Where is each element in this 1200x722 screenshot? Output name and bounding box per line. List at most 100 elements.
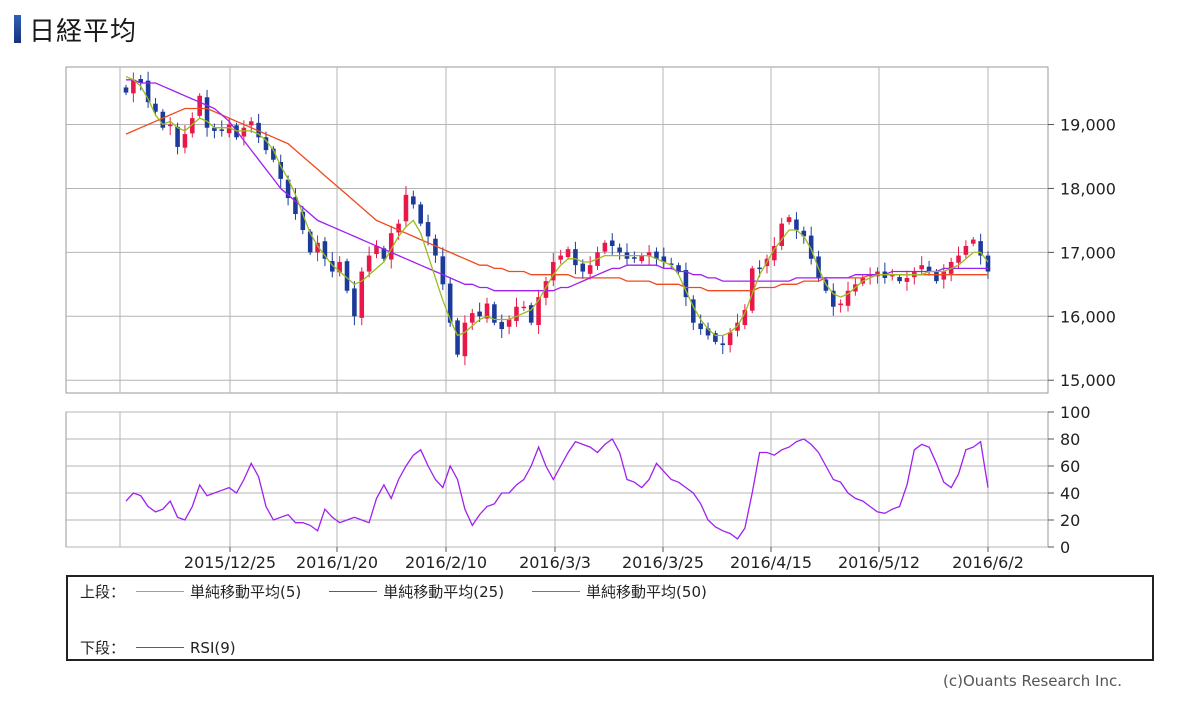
candle-body <box>492 304 497 323</box>
candle-body <box>469 313 475 323</box>
candle-body <box>145 80 151 103</box>
candle-body <box>875 271 880 277</box>
candle-body <box>204 97 210 128</box>
legend-item-ma5: 単純移動平均(5) <box>136 581 301 602</box>
candle-body <box>212 127 217 131</box>
candle-body <box>263 137 269 151</box>
candle-body <box>749 268 755 311</box>
candle-body <box>374 245 379 255</box>
price-tick-label: 18,000 <box>1060 179 1116 198</box>
candle-body <box>617 247 622 253</box>
candle-body <box>388 233 394 260</box>
candle-body <box>934 271 939 282</box>
candle-body <box>956 255 961 263</box>
candle-body <box>344 261 350 291</box>
candle-body <box>794 219 799 230</box>
candle-body <box>300 211 306 230</box>
candle-body <box>779 223 784 246</box>
x-tick-label: 2016/1/20 <box>296 553 378 572</box>
candle-body <box>985 255 991 272</box>
candle-body <box>477 311 482 317</box>
price-tick-label: 16,000 <box>1060 307 1116 326</box>
rsi-line <box>125 438 989 540</box>
candle-body <box>484 303 490 319</box>
candle-body <box>551 261 556 281</box>
candle-body <box>801 230 807 237</box>
candle-body <box>963 245 969 255</box>
candle-body <box>307 231 313 253</box>
candle-body <box>830 290 836 307</box>
candle-body <box>742 309 748 325</box>
x-tick-label: 2016/6/2 <box>952 553 1024 572</box>
ma25-line <box>126 79 988 292</box>
candle-body <box>786 217 792 223</box>
candle-body <box>808 235 814 259</box>
legend-item-rsi: RSI(9) <box>136 639 236 657</box>
candle-body <box>499 321 505 330</box>
rsi-tick-label: 20 <box>1060 511 1080 530</box>
page-title: 日経平均 <box>29 16 138 47</box>
price-tick-label: 15,000 <box>1060 371 1116 390</box>
x-axis: 2015/12/25 2016/1/20 2016/2/10 2016/3/3 2016… <box>184 547 1024 572</box>
rsi-panel-frame <box>65 411 1049 548</box>
candle-body <box>587 265 593 274</box>
legend-label-ma25: 単純移動平均(25) <box>383 583 505 601</box>
candle-body <box>315 242 320 253</box>
candle-body <box>293 197 298 215</box>
candle-body <box>285 179 291 199</box>
candle-body <box>138 79 144 83</box>
candle-body <box>197 95 202 116</box>
rsi-tick-label: 60 <box>1060 457 1080 476</box>
x-tick-label: 2016/5/12 <box>838 553 920 572</box>
legend-line-ma5 <box>136 591 184 592</box>
price-tick-label: 19,000 <box>1060 116 1116 135</box>
candle-body <box>256 122 261 138</box>
candle-body <box>919 265 924 270</box>
candle-body <box>447 283 453 323</box>
candle-body <box>970 239 976 244</box>
candle-body <box>359 271 365 318</box>
candle-body <box>226 124 232 134</box>
candle-body <box>536 297 541 325</box>
rsi-tick-label: 40 <box>1060 484 1080 503</box>
x-tick-label: 2015/12/25 <box>184 553 276 572</box>
candle-body <box>609 240 615 246</box>
candle-body <box>271 148 276 160</box>
candle-body <box>602 242 608 252</box>
candle-body <box>683 270 689 298</box>
title-marker <box>14 15 21 43</box>
legend-upper-row: 上段： 単純移動平均(5) 単純移動平均(25) 単純移動平均(50) <box>80 581 735 602</box>
candle-body <box>573 249 578 266</box>
candle-body <box>330 261 335 272</box>
candle-body <box>528 305 534 323</box>
candle-body <box>580 263 586 272</box>
candle-body <box>727 332 733 346</box>
candle-body <box>654 251 659 259</box>
legend-lower-row: 下段： RSI(9) <box>80 637 264 658</box>
candle-body <box>757 267 762 270</box>
rsi-tick-label: 80 <box>1060 430 1080 449</box>
legend-line-ma25 <box>329 591 378 592</box>
candle-body <box>248 121 254 126</box>
candle-body <box>322 241 328 259</box>
price-panel: 15,000 16,000 17,000 18,000 19,000 <box>65 66 1116 394</box>
candle-body <box>713 333 718 342</box>
candle-body <box>639 255 645 262</box>
candle-body <box>403 194 409 222</box>
candle-body <box>366 255 372 272</box>
ma5-line <box>125 76 989 337</box>
candle-body <box>889 274 895 277</box>
rsi-tick-label: 100 <box>1060 403 1091 422</box>
candle-body <box>661 256 667 262</box>
candle-body <box>565 249 571 258</box>
legend-lower-prefix: 下段： <box>80 639 126 657</box>
candle-body <box>941 271 947 280</box>
rsi-tick-label: 0 <box>1060 538 1070 557</box>
candle-body <box>160 111 166 128</box>
candle-body <box>433 238 438 256</box>
candle-body <box>241 127 247 137</box>
candle-body <box>396 223 401 233</box>
x-tick-label: 2016/4/15 <box>730 553 812 572</box>
candle-body <box>278 161 284 179</box>
